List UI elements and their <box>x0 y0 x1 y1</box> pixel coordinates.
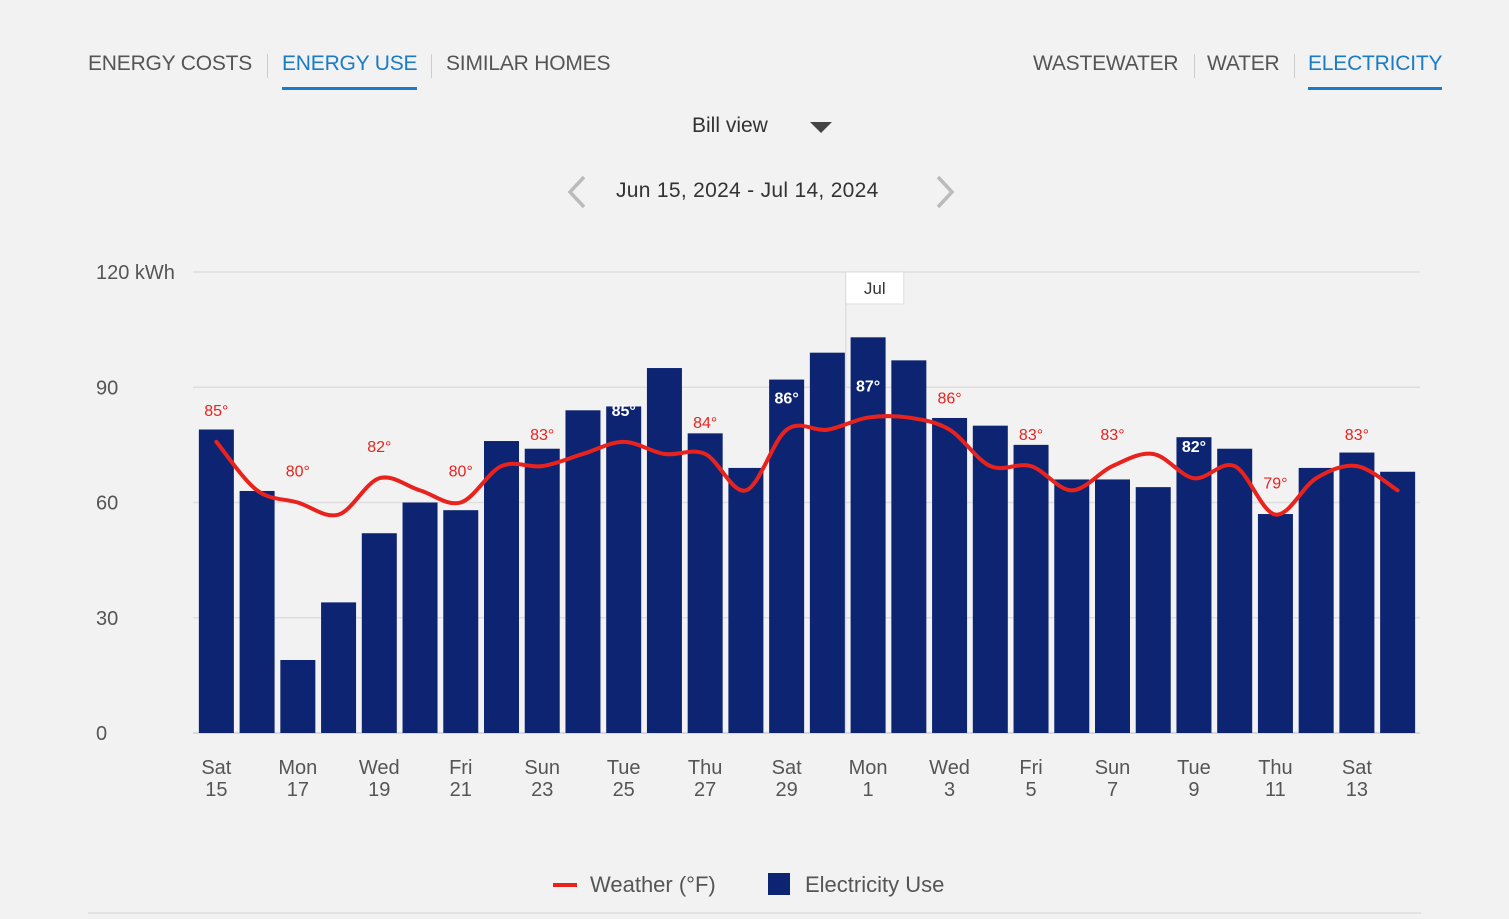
x-tick-label: Sun 7 <box>1094 757 1131 801</box>
bar <box>565 410 601 733</box>
x-tick-label: Fri 21 <box>449 757 473 801</box>
bar <box>1135 487 1171 733</box>
bar <box>850 337 886 733</box>
bar <box>728 467 764 733</box>
bar <box>606 406 642 733</box>
tab-active[interactable]: ELECTRICITY <box>1308 52 1443 90</box>
y-tick-label: 120 kWh <box>96 262 175 284</box>
temp-label: 84° <box>693 415 717 432</box>
bar <box>321 602 357 733</box>
temp-label: 83° <box>1345 427 1369 444</box>
legend-label: Electricity Use <box>805 872 945 897</box>
bar <box>646 368 682 733</box>
x-tick-label: Tue 25 <box>606 757 641 801</box>
bar <box>1298 467 1334 733</box>
tab-active[interactable]: ENERGY USE <box>282 52 418 90</box>
x-tick-label: Wed 19 <box>358 757 400 801</box>
y-tick-label: 60 <box>96 493 118 515</box>
x-tick-label: Mon 1 <box>848 757 888 801</box>
x-tick-label: Sat 13 <box>1341 757 1372 801</box>
bar <box>1013 444 1049 733</box>
temp-label: 82° <box>1182 439 1206 456</box>
tab[interactable]: ENERGY COSTS <box>88 52 253 75</box>
separator <box>1194 54 1195 78</box>
temp-label: 83° <box>1019 427 1043 444</box>
bar <box>1176 437 1212 733</box>
bar <box>443 510 479 733</box>
bar <box>891 360 927 733</box>
bar <box>484 441 519 733</box>
x-tick-label: Sat 15 <box>201 757 232 801</box>
x-tick-label: Sat 29 <box>771 757 802 801</box>
tab[interactable]: SIMILAR HOMES <box>446 52 611 75</box>
x-tick-label: Tue 9 <box>1177 757 1211 801</box>
temp-label: 87° <box>856 379 880 396</box>
bar <box>1054 479 1090 733</box>
date-range: Jun 15, 2024 - Jul 14, 2024 <box>616 179 879 202</box>
temp-label: 85° <box>612 403 636 420</box>
tab[interactable]: WATER <box>1207 52 1280 75</box>
y-tick-label: 30 <box>96 608 118 630</box>
legend-bar-swatch <box>768 873 790 895</box>
month-box <box>845 271 905 305</box>
temp-label: 83° <box>530 427 554 444</box>
bar <box>1095 479 1130 733</box>
bar <box>280 660 316 733</box>
legend-line-swatch <box>553 883 577 887</box>
temp-label: 79° <box>1263 476 1287 493</box>
bar <box>1339 452 1375 733</box>
temp-label: 80° <box>449 464 473 481</box>
bar <box>1380 471 1416 733</box>
bar <box>687 433 723 733</box>
bar <box>402 502 438 733</box>
prev-arrow[interactable] <box>562 174 592 210</box>
y-tick-label: 0 <box>96 723 107 745</box>
bar <box>932 417 968 733</box>
bar <box>1257 514 1293 733</box>
temp-label: 80° <box>286 464 310 481</box>
bar <box>809 352 845 733</box>
separator <box>267 54 268 78</box>
y-tick-label: 90 <box>96 377 118 399</box>
bar <box>361 533 397 733</box>
bottom-border <box>88 912 1421 914</box>
view-dropdown[interactable]: Bill view <box>692 114 768 137</box>
weather-line <box>214 414 1400 518</box>
separator <box>431 54 432 78</box>
bar <box>239 490 275 733</box>
tab[interactable]: WASTEWATER <box>1033 52 1179 75</box>
dropdown-arrow[interactable] <box>808 119 834 135</box>
x-tick-label: Mon 17 <box>278 757 318 801</box>
temp-label: 85° <box>204 403 228 420</box>
temp-label: 83° <box>1100 427 1124 444</box>
bar <box>972 425 1008 733</box>
x-tick-label: Fri 5 <box>1019 757 1043 801</box>
bar <box>769 379 805 733</box>
x-tick-label: Wed 3 <box>929 757 970 801</box>
temp-label: 86° <box>937 391 961 408</box>
month-label: Jul <box>864 279 886 298</box>
next-arrow[interactable] <box>930 174 960 210</box>
bar <box>1217 448 1253 733</box>
bar <box>198 429 234 733</box>
x-tick-label: Thu 11 <box>1258 757 1293 801</box>
legend-label: Weather (°F) <box>590 872 716 897</box>
temp-label: 82° <box>367 439 391 456</box>
separator <box>1294 54 1295 78</box>
x-tick-label: Sun 23 <box>524 757 561 801</box>
x-tick-label: Thu 27 <box>687 757 723 801</box>
bar <box>524 448 560 733</box>
temp-label: 86° <box>775 391 799 408</box>
